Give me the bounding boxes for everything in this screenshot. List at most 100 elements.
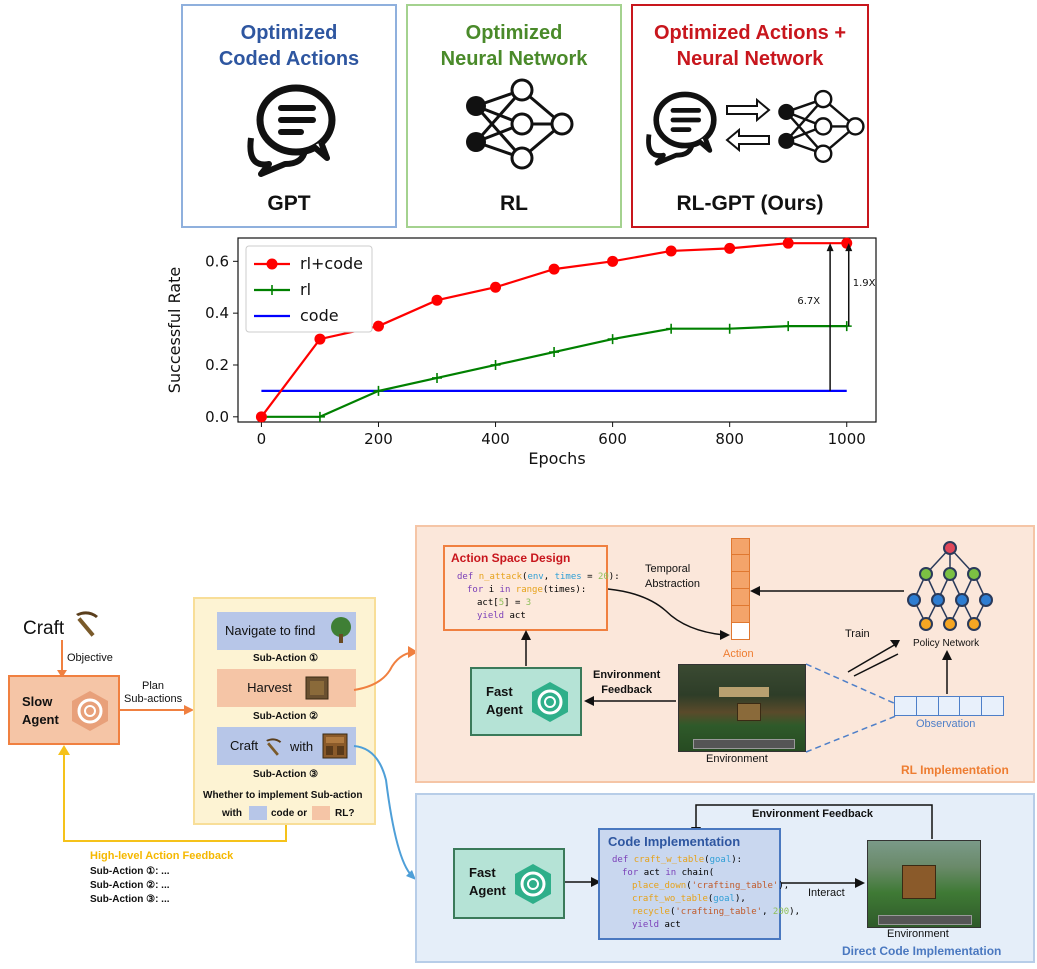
subaction-3-label: Craft: [230, 738, 259, 753]
to-code-connector: [353, 745, 416, 880]
agent-to-code-arrow: [565, 877, 601, 887]
env-feedback-rl-label: Environment Feedback: [593, 669, 661, 696]
rl-implementation-title: RL Implementation: [901, 763, 1009, 777]
data-point-rl: [432, 372, 443, 383]
legend-box: [245, 245, 373, 333]
code-impl-line-4: craft_wo_table(goal),: [632, 894, 746, 904]
code-to-env-arrow: [781, 878, 865, 888]
hl-feedback-item-1: Sub-Action ①: ...: [90, 866, 170, 877]
panel-rlgpt-title: Optimized Actions + Neural Network: [653, 22, 847, 70]
panel-gpt: Optimized Coded Actions GPT: [181, 4, 397, 228]
data-point-rl+code: [724, 242, 736, 254]
observation-dashes: [805, 663, 897, 753]
subaction-3-with: with: [290, 739, 314, 754]
fast-agent-rl-box: Fast Agent: [470, 667, 582, 736]
whether-with: with: [222, 808, 242, 819]
panel-rl-title: Optimized Neural Network: [440, 22, 588, 70]
data-point-rl+code: [607, 255, 619, 267]
slow-agent-label: Slow Agent: [22, 694, 59, 727]
x-tick-label: 600: [598, 430, 627, 448]
code-impl-box: Code Implementation def craft_w_table(go…: [598, 828, 800, 940]
neural-network-icon: [466, 78, 574, 170]
panel-gpt-label: GPT: [267, 192, 311, 215]
objective-arrow: [57, 640, 67, 678]
data-point-rl+code: [548, 263, 560, 275]
annotation-label: 1.9X: [853, 278, 876, 289]
data-point-rl: [314, 411, 325, 422]
data-point-rl+code: [431, 294, 443, 306]
code-impl-line-3: place_down('crafting_table'),: [632, 881, 790, 891]
rl-swatch: [312, 806, 330, 820]
legend-label-code: code: [300, 306, 339, 325]
x-tick-label: 200: [364, 430, 393, 448]
code-impl-line-5: recycle('crafting_table', 200),: [632, 907, 801, 917]
hl-feedback-title: High-level Action Feedback: [90, 850, 234, 862]
data-point-rl: [841, 321, 852, 332]
policy-to-action-arrow: [750, 586, 904, 596]
data-point-rl+code: [490, 281, 502, 293]
whether-rl: RL?: [335, 808, 355, 819]
action-label: Action: [723, 648, 754, 660]
interact-label: Interact: [808, 887, 845, 899]
subaction-1-caption: Sub-Action ①: [253, 653, 319, 664]
y-axis-label: Successful Rate: [165, 267, 184, 393]
hl-feedback-item-3: Sub-Action ③: ...: [90, 894, 170, 905]
action-space-code-3: act[5] = 3: [477, 598, 532, 608]
fast-agent-code-label: Fast Agent: [469, 865, 506, 898]
temporal-abstraction-label: Temporal Abstraction: [645, 563, 701, 590]
whether-question: Whether to implement Sub-action: [203, 790, 363, 801]
code-impl-line-1: def craft_w_table(goal):: [612, 855, 743, 865]
subaction-3-caption: Sub-Action ③: [253, 769, 319, 780]
chat-icon: [646, 91, 717, 166]
env-feedback-code-label: Environment Feedback: [752, 808, 874, 820]
data-point-rl: [783, 321, 794, 332]
to-rl-connector: [353, 646, 418, 691]
legend-label-rl+code: rl+code: [300, 254, 363, 273]
subaction-2-label: Harvest: [247, 680, 292, 695]
observation-strip: [894, 696, 1004, 716]
data-point-rl: [666, 323, 677, 334]
double-arrow-icon: [725, 97, 771, 153]
slow-agent-box: Slow Agent: [8, 675, 120, 745]
fast-agent-code-box: Fast Agent: [453, 848, 565, 919]
code-impl-line-2: for act in chain(: [622, 868, 715, 878]
openai-icon: [72, 691, 108, 731]
x-tick-label: 0: [257, 430, 267, 448]
data-point-rl+code: [372, 320, 384, 332]
annotation-label: 6.7X: [797, 296, 820, 307]
code-swatch: [249, 806, 267, 820]
subaction-1-label: Navigate to find: [225, 623, 316, 638]
hl-feedback-item-2: Sub-Action ②: ...: [90, 880, 170, 891]
policy-network-icon: [907, 541, 993, 631]
crafting-table-icon: [322, 733, 348, 759]
annotation-arrowhead: [845, 243, 853, 252]
environment-rl-image: [678, 664, 806, 752]
action-space-box: Action Space Design def n_attack(env, ti…: [443, 545, 620, 631]
action-space-code-4: yield act: [477, 611, 526, 621]
legend-marker-rl: [267, 285, 277, 295]
high-level-feedback-arrow: [58, 745, 287, 842]
environment-code-label: Environment: [887, 928, 949, 940]
code-impl-line-6: yield act: [632, 920, 681, 930]
plan-subactions-label: Plan Sub-actions: [124, 680, 183, 705]
pickaxe-icon: [76, 611, 98, 637]
annotation-arrowhead: [826, 243, 834, 252]
observation-label: Observation: [916, 718, 976, 730]
panel-rl: Optimized Neural Network RL: [406, 4, 622, 228]
data-point-rl+code: [314, 333, 326, 345]
agent-to-actionspace-arrow: [521, 630, 531, 666]
y-tick-label: 0.4: [205, 304, 229, 322]
train-arrows: [847, 640, 900, 677]
policy-network-label: Policy Network: [913, 638, 980, 649]
data-point-rl: [373, 385, 384, 396]
neural-network-icon: [778, 89, 865, 163]
success-rate-chart: 0 200 400 600 800 1000 0.0 0.2 0.4 0.6 Epochs Succe…: [165, 237, 877, 468]
tree-icon: [331, 617, 351, 643]
legend-marker-rl+code: [266, 258, 278, 270]
x-tick-label: 800: [715, 430, 744, 448]
code-implementation-title: Direct Code Implementation: [842, 944, 1002, 958]
subaction-2-box: Harvest: [217, 669, 356, 707]
data-point-rl: [490, 359, 501, 370]
data-point-rl: [607, 334, 618, 345]
panel-rlgpt-label: RL-GPT (Ours): [676, 192, 824, 215]
